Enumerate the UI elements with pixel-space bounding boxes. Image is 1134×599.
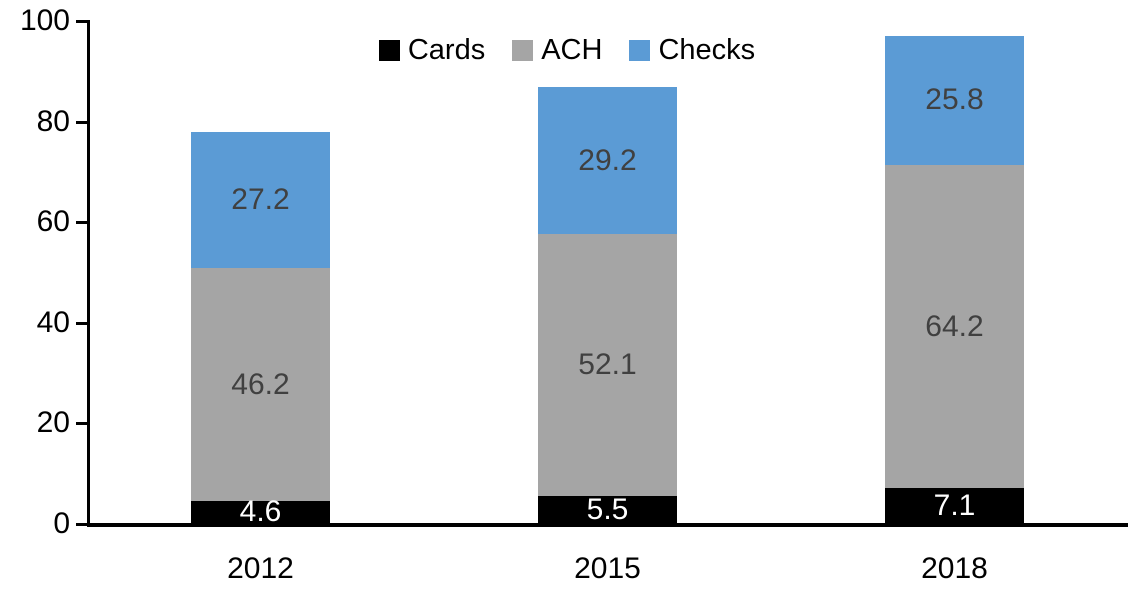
bar-segment-label-2015-cards: 5.5 [586,493,629,527]
x-axis-line [87,523,1128,527]
bar-segment-2015-ach [538,234,677,497]
legend-label-cards: Cards [407,34,486,66]
bar-segment-2018-cards [885,488,1024,524]
y-tick-label: 80 [36,104,70,138]
y-tick [76,120,88,124]
y-tick-label: 0 [53,507,70,540]
bar-segment-label-2015-checks: 29.2 [578,143,637,177]
y-tick [76,422,88,426]
legend-label-ach: ACH [541,34,603,66]
legend-swatch-ach [512,40,534,61]
bar-segment-2018-checks [885,35,1024,166]
y-tick-label: 100 [19,4,70,37]
y-tick-label: 60 [36,205,70,239]
legend-swatch-checks [629,40,651,61]
x-category-label-2015: 2015 [574,552,641,585]
bar-segment-2018-ach [885,165,1024,489]
bar-segment-label-2018-cards: 7.1 [933,489,976,523]
legend-item-checks: Checks [629,36,755,65]
bar-segment-label-2015-ach: 52.1 [578,348,637,382]
y-tick [76,20,88,23]
y-tick-label: 40 [36,305,70,339]
bar-segment-2012-cards [191,500,330,524]
chart-legend: Cards ACH Checks [0,36,1134,65]
x-category-label-2018: 2018 [921,552,988,585]
bar-segment-label-2018-checks: 25.8 [925,83,984,117]
bar-segment-label-2018-ach: 64.2 [925,309,984,343]
legend-swatch-cards [378,40,400,61]
bar-segment-2012-ach [191,268,330,501]
legend-item-cards: Cards [378,34,486,66]
bar-segment-label-2012-ach: 46.2 [231,367,290,401]
bar-segment-label-2012-checks: 27.2 [231,183,290,217]
legend-label-checks: Checks [658,34,756,66]
legend-item-ach: ACH [512,36,602,65]
bar-segment-2015-checks [538,87,677,235]
y-axis-line [87,20,90,527]
x-category-label-2012: 2012 [227,552,294,585]
y-tick [76,221,88,225]
y-tick [76,523,88,526]
bar-segment-label-2012-cards: 4.6 [239,495,282,529]
y-tick [76,321,88,325]
y-tick-label: 20 [36,406,70,440]
bar-segment-2012-checks [191,131,330,269]
bar-segment-2015-cards [538,496,677,524]
